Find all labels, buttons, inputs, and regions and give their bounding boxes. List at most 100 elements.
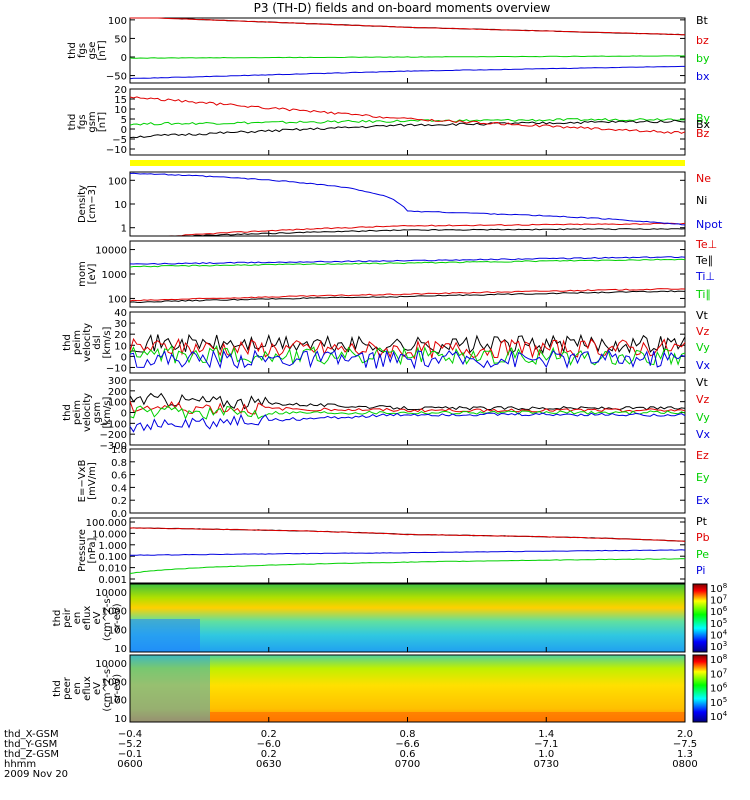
y-axis-label: thd [62, 334, 73, 351]
x-axis-value: −0.4 [118, 729, 142, 740]
legend-Vy: Vy [696, 411, 710, 424]
y-axis-label: fgs [77, 43, 88, 58]
legend-Vz: Vz [696, 393, 710, 406]
y-axis-label: peer [62, 676, 73, 700]
colorbar [692, 654, 708, 723]
panel-p4: mom [eV] 10000 1000 100 Te⊥ Te∥ Ti⊥ Ti∥ [77, 238, 717, 308]
y-tick-label: 0 [121, 352, 127, 363]
colorbar-tick-label: 108 [710, 582, 727, 595]
y-axis-label: [cm−3] [87, 185, 98, 223]
series-line-Bz [129, 96, 686, 134]
y-tick-label: 0.100 [98, 552, 127, 563]
x-axis-value: 0800 [672, 759, 697, 770]
y-tick-label: 10000 [95, 246, 127, 257]
x-axis-value: 0730 [534, 759, 559, 770]
y-tick-label: −10 [106, 145, 127, 156]
legend-Vt: Vt [696, 309, 709, 322]
y-tick-label: 0.2 [111, 496, 127, 507]
legend-Ex: Ex [696, 494, 710, 507]
series-line-bz [130, 17, 686, 36]
series-line-by [129, 55, 686, 59]
y-axis-label: (cm^2-s- [102, 594, 113, 641]
legend-Vx: Vx [696, 359, 711, 372]
series-line-Ti⊥ [129, 256, 686, 265]
legend-Vt: Vt [696, 376, 709, 389]
x-axis-value: −7.1 [534, 739, 558, 750]
colorbar [692, 583, 708, 653]
y-axis-label: gsm [87, 111, 98, 132]
y-tick-label: 0 [121, 125, 127, 136]
panel-p1: thd fgs gse [nT] 100 50 0 −50 Bt bz by bx [67, 14, 710, 84]
colorbar-tick-label: 106 [710, 605, 728, 618]
panel-p9: thd peir en eflux eV (cm^2-s-sr-eV) 10000 1000 1… [52, 582, 728, 655]
x-axis-value: 0.6 [400, 749, 416, 760]
legend-Npot: Npot [696, 218, 723, 231]
quality-bar [130, 160, 685, 166]
y-tick-label: 10000 [95, 588, 127, 599]
series-line-Bx [129, 119, 686, 139]
legend-Pt: Pt [696, 515, 708, 528]
spectrogram-feature [130, 655, 210, 722]
y-tick-label: 1000 [102, 677, 127, 688]
y-tick-label: 20 [114, 85, 127, 96]
x-axis-value: 0700 [395, 759, 420, 770]
y-tick-label: 50 [114, 34, 127, 45]
y-axis-label: sr-eV) [112, 603, 123, 632]
y-axis-label: en [72, 682, 83, 695]
series-line-Vz [129, 401, 686, 415]
colorbar-tick-label: 105 [710, 617, 727, 630]
legend-Bt: Bt [696, 14, 709, 27]
y-tick-label: −50 [106, 72, 127, 83]
x-axis-value: 0.8 [400, 729, 416, 740]
y-axis-label: eV [92, 611, 103, 624]
y-tick-label: 20 [114, 330, 127, 341]
y-tick-label: 0.6 [111, 471, 127, 482]
y-tick-label: 0.001 [98, 575, 127, 586]
y-axis-label: eflux [82, 606, 93, 631]
legend-Ni: Ni [696, 194, 707, 207]
x-axis-row-label: thd_X-GSM [4, 729, 59, 740]
y-axis-label: [km/s] [102, 396, 113, 428]
y-tick-label: 300 [108, 376, 127, 387]
colorbar-tick-label: 104 [710, 710, 728, 723]
spectrogram [130, 584, 685, 652]
series-line-Te⊥ [129, 288, 686, 302]
colorbar-tick-label: 103 [710, 640, 727, 653]
legend-Bx: Bx [696, 118, 711, 131]
panel-frame [129, 17, 686, 84]
y-tick-label: 10000 [95, 659, 127, 670]
colorbar-tick-label: 107 [710, 594, 727, 607]
y-axis-label: dsl [92, 335, 103, 349]
legend-Pi: Pi [696, 564, 705, 577]
y-tick-label: 100 [108, 625, 127, 636]
x-axis-row-label: hhmm [4, 759, 36, 770]
legend-Ez: Ez [696, 449, 709, 462]
y-axis-label: thd [52, 610, 63, 627]
spectrogram-feature [210, 712, 685, 722]
x-axis-row-label: thd_Z-GSM [4, 749, 59, 760]
series-line-Vx [129, 349, 686, 370]
y-tick-label: 1 [121, 224, 127, 235]
legend-Ne: Ne [696, 172, 711, 185]
y-tick-label: −300 [100, 441, 127, 452]
legend-Pb: Pb [696, 531, 710, 544]
series-line-Vy [129, 405, 686, 420]
x-axis-value: −5.2 [118, 739, 142, 750]
y-axis-label: eV [92, 682, 103, 695]
x-axis-value: 0600 [117, 759, 142, 770]
legend-By: By [696, 112, 711, 125]
y-tick-label: 10 [114, 341, 127, 352]
series-line-Ni [130, 228, 686, 237]
y-tick-label: 40 [114, 308, 127, 319]
y-axis-label: thd [67, 42, 78, 59]
panel-frame [129, 448, 686, 514]
series-line-Vt [129, 333, 686, 355]
y-axis-label: velocity [82, 393, 93, 432]
y-tick-label: −10 [106, 363, 127, 374]
legend-bz: bz [696, 34, 709, 47]
y-axis-label: (cm^2-s- [102, 665, 113, 712]
panel-p7: E=−VxB [mV/m] 1.0 0.8 0.60.4 0.2 0.0 Ez Ey Ex [77, 445, 710, 520]
series-line-Pi [129, 549, 686, 556]
series-line-Vt [129, 392, 686, 411]
